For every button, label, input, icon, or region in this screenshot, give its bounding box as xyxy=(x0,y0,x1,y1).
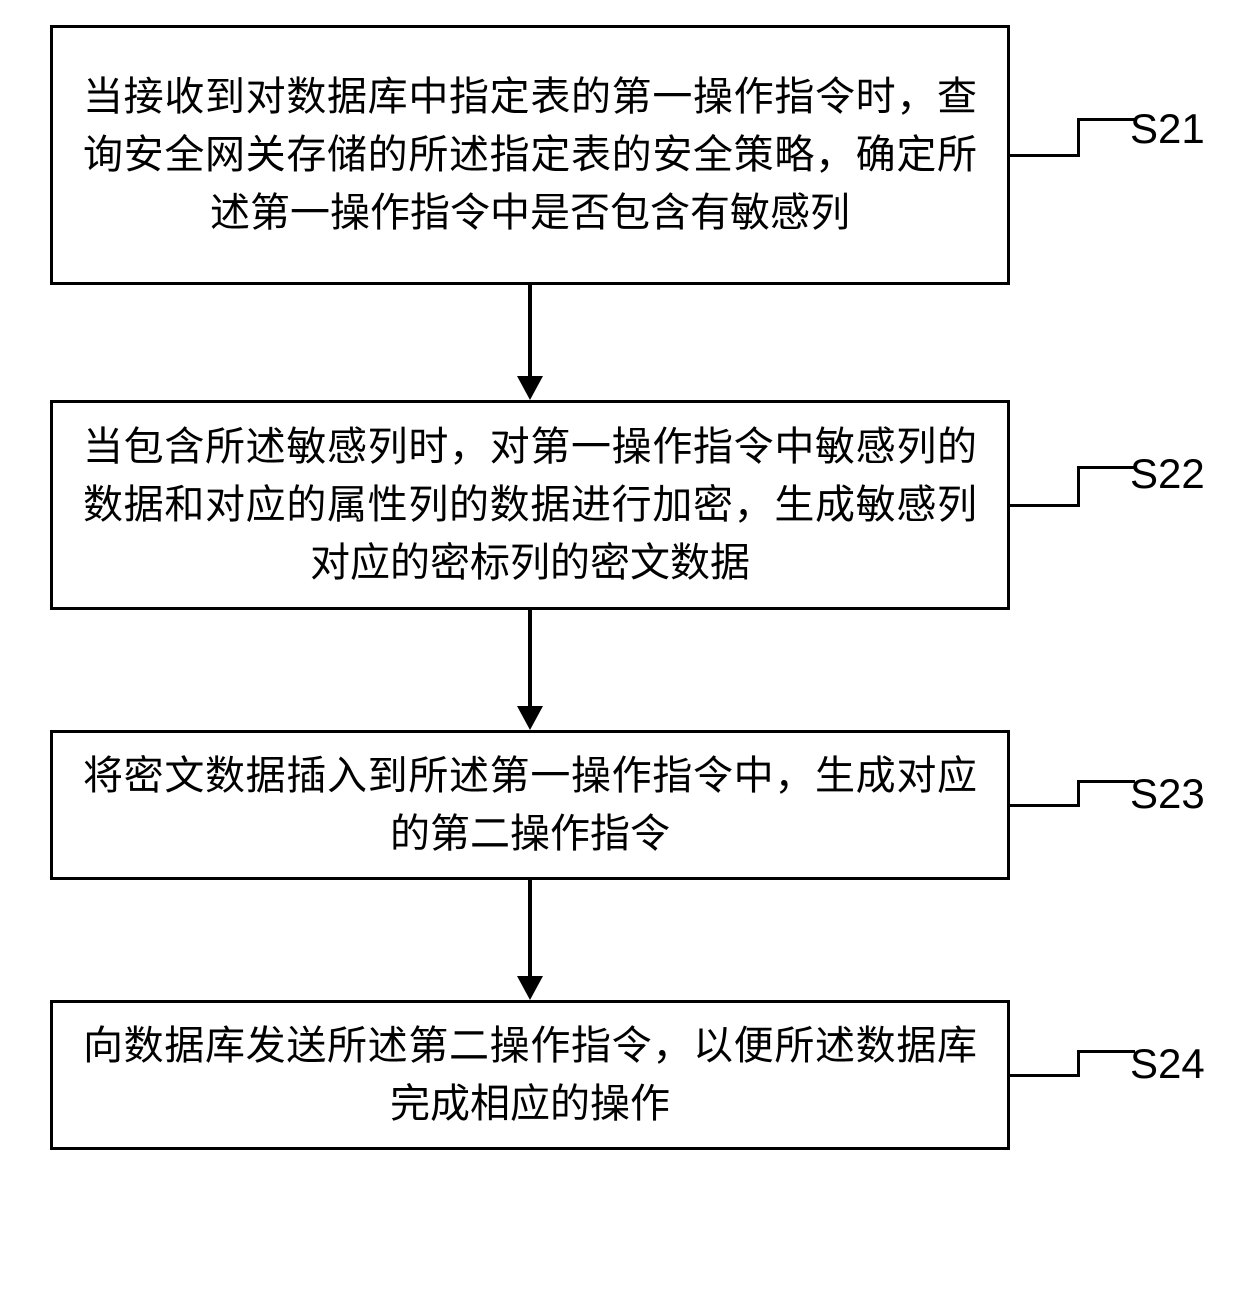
connector-s21-2 xyxy=(1077,120,1080,157)
flow-label-s24: S24 xyxy=(1130,1040,1205,1088)
flow-step-s22: 当包含所述敏感列时，对第一操作指令中敏感列的数据和对应的属性列的数据进行加密，生… xyxy=(50,400,1010,610)
connector-s22-3 xyxy=(1077,466,1135,469)
connector-s23-3 xyxy=(1077,780,1135,783)
arrow-s21-s22 xyxy=(528,285,532,380)
connector-s22-2 xyxy=(1077,468,1080,507)
arrow-head-s22-s23 xyxy=(517,706,543,730)
flow-step-s23-text: 将密文数据插入到所述第一操作指令中，生成对应的第二操作指令 xyxy=(83,747,977,863)
connector-s23-2 xyxy=(1077,782,1080,807)
flow-step-s22-text: 当包含所述敏感列时，对第一操作指令中敏感列的数据和对应的属性列的数据进行加密，生… xyxy=(83,418,977,592)
flow-step-s24-text: 向数据库发送所述第二操作指令，以便所述数据库完成相应的操作 xyxy=(83,1017,977,1133)
flow-label-s23: S23 xyxy=(1130,770,1205,818)
connector-s24-1 xyxy=(1010,1074,1080,1077)
connector-s21-1 xyxy=(1010,154,1080,157)
flow-step-s21: 当接收到对数据库中指定表的第一操作指令时，查询安全网关存储的所述指定表的安全策略… xyxy=(50,25,1010,285)
connector-s22-1 xyxy=(1010,504,1080,507)
flow-step-s21-text: 当接收到对数据库中指定表的第一操作指令时，查询安全网关存储的所述指定表的安全策略… xyxy=(83,68,977,242)
connector-s21-3 xyxy=(1077,118,1135,121)
arrow-head-s23-s24 xyxy=(517,976,543,1000)
arrow-head-s21-s22 xyxy=(517,376,543,400)
flow-label-s22: S22 xyxy=(1130,450,1205,498)
flowchart-container: 当接收到对数据库中指定表的第一操作指令时，查询安全网关存储的所述指定表的安全策略… xyxy=(0,0,1240,1316)
connector-s24-2 xyxy=(1077,1052,1080,1077)
flow-label-s21: S21 xyxy=(1130,105,1205,153)
connector-s23-1 xyxy=(1010,804,1080,807)
arrow-s22-s23 xyxy=(528,610,532,710)
connector-s24-3 xyxy=(1077,1050,1135,1053)
arrow-s23-s24 xyxy=(528,880,532,980)
flow-step-s23: 将密文数据插入到所述第一操作指令中，生成对应的第二操作指令 xyxy=(50,730,1010,880)
flow-step-s24: 向数据库发送所述第二操作指令，以便所述数据库完成相应的操作 xyxy=(50,1000,1010,1150)
